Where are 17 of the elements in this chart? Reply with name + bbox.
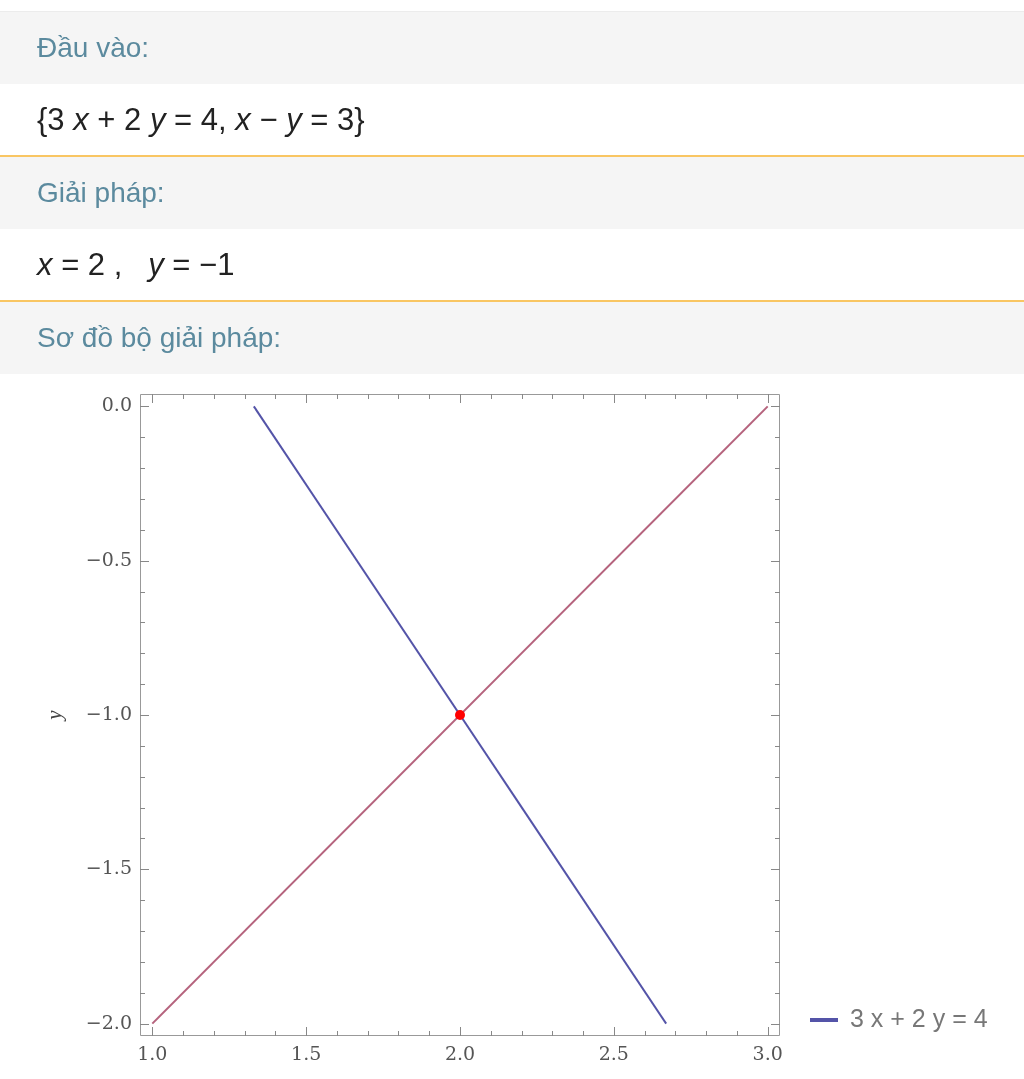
x-tick-label: 2.5	[598, 1042, 629, 1065]
text: {3 x + 2 y = 4, x − y = 3}	[37, 101, 365, 137]
x-tick-label: 1.0	[137, 1042, 168, 1065]
y-tick-label: −1.0	[85, 701, 132, 724]
y-tick-label: −1.5	[85, 856, 132, 879]
x-tick-label: 2.0	[444, 1042, 476, 1065]
text: Giải pháp:	[37, 177, 165, 209]
legend-label: 3 x + 2 y = 4	[850, 1003, 988, 1032]
text: x = 2 , y = −1	[37, 246, 235, 283]
y-tick-label: −0.5	[85, 547, 132, 570]
x-tick-label: 1.5	[291, 1042, 322, 1065]
y-tick-label: 0.0	[101, 393, 132, 416]
text: Đầu vào:	[37, 32, 150, 64]
x-tick-label: 3.0	[752, 1042, 783, 1065]
chart-title: Sơ đồ bộ giải pháp:	[37, 322, 282, 354]
y-tick-label: −2.0	[85, 1010, 132, 1033]
y-axis-title: y	[42, 709, 67, 722]
